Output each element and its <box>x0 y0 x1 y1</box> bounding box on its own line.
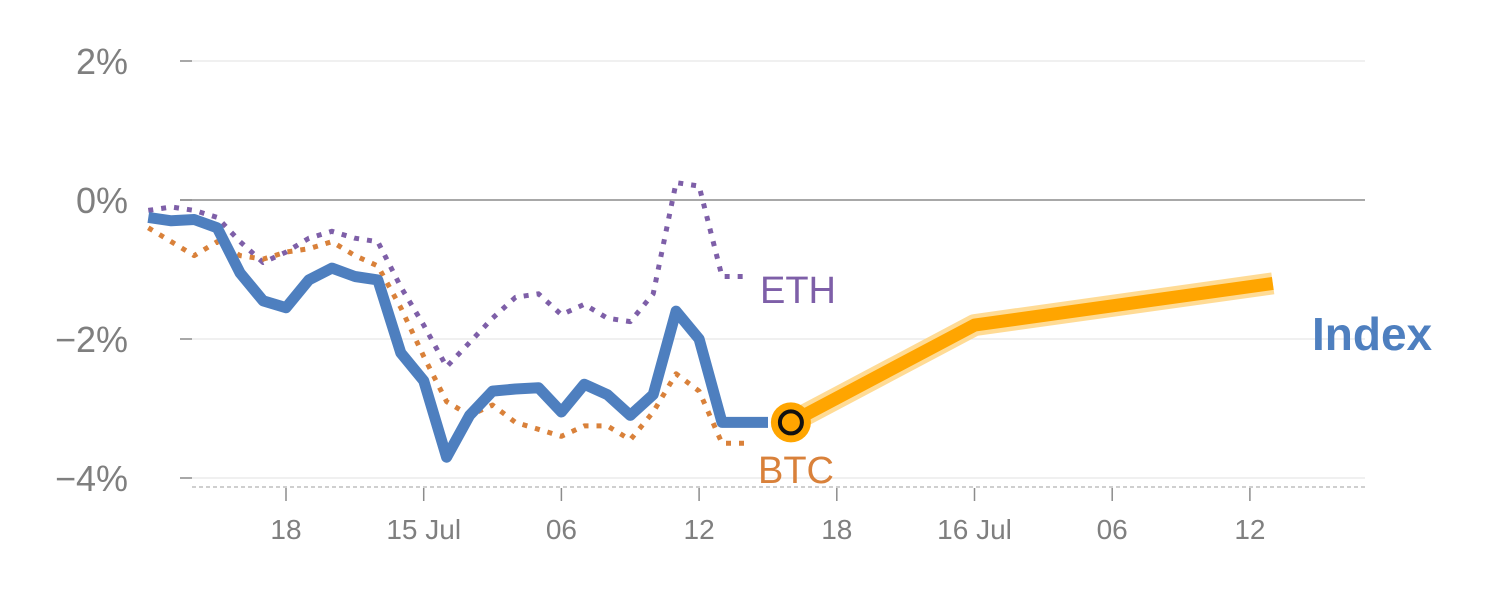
y-tick-label: −2% <box>55 319 128 360</box>
y-tick-label: 2% <box>76 41 128 82</box>
x-tick-label: 12 <box>684 514 715 545</box>
x-tick-label: 06 <box>546 514 577 545</box>
grid-lines <box>180 60 1365 479</box>
x-axis: 18 15 Jul 06 12 18 16 Jul 06 12 <box>192 486 1365 545</box>
marker-dot <box>777 409 804 436</box>
projection-line-core <box>787 276 1274 429</box>
eth-series-label: ETH <box>760 270 836 312</box>
current-value-marker <box>770 402 811 443</box>
index-series-label: Index <box>1312 308 1433 360</box>
x-tick-label: 18 <box>821 514 852 545</box>
series-line-btc <box>147 225 745 446</box>
y-axis: 2% 0% −2% −4% <box>55 41 192 499</box>
projection-halo <box>785 272 1275 433</box>
btc-series-label: BTC <box>758 450 834 492</box>
y-tick-label: 0% <box>76 180 128 221</box>
series-lines <box>147 180 768 463</box>
series-line-index <box>147 211 768 463</box>
series-line-eth <box>147 180 745 370</box>
x-tick-label: 18 <box>270 514 301 545</box>
projection-line <box>785 272 1275 433</box>
x-tick-label: 06 <box>1097 514 1128 545</box>
y-tick-label: −4% <box>55 458 128 499</box>
x-tick-label: 12 <box>1234 514 1265 545</box>
x-tick-label: 16 Jul <box>937 514 1012 545</box>
x-tick-label: 15 Jul <box>386 514 461 545</box>
